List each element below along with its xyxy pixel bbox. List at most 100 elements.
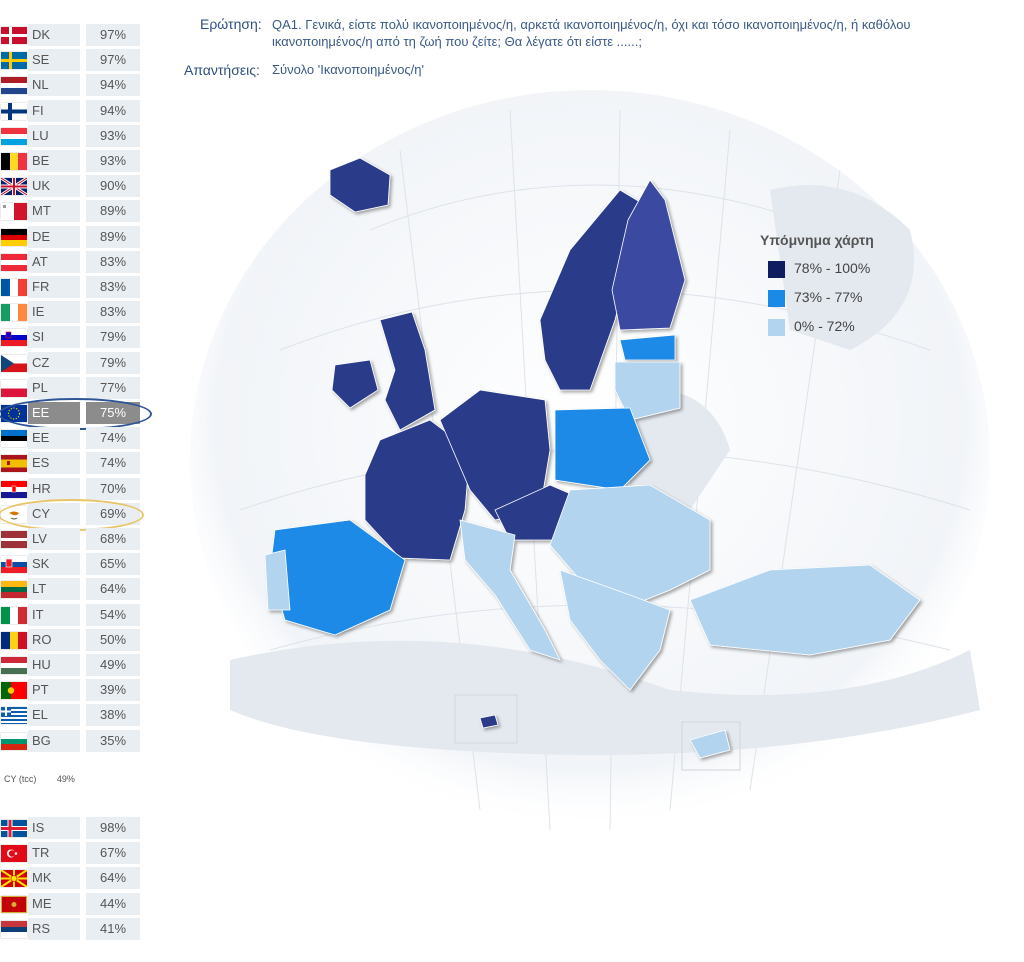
country-code: FI (28, 99, 80, 122)
dk-flag-icon (1, 27, 27, 44)
poland-shape (554, 407, 651, 491)
country-code: IS (28, 817, 80, 839)
answers-label: Απαντήσεις: (184, 62, 260, 78)
country-row-lu: LU 93% (0, 124, 140, 147)
country-row-pt: PT 39% (0, 679, 140, 702)
question-text: QA1. Γενικά, είστε πολύ ικανοποιημένος/η… (272, 17, 911, 49)
country-code: RS (28, 917, 80, 940)
se-flag-icon (1, 52, 27, 70)
country-value: 39% (86, 679, 140, 702)
country-value: 50% (86, 628, 140, 651)
uk-shape (379, 311, 436, 431)
country-value: 67% (86, 842, 140, 865)
country-row-dk: DK 97% (0, 24, 140, 46)
cy-tcc-note: CY (tcc) 49% (4, 774, 93, 784)
country-code: EL (28, 704, 80, 727)
malta-shape (479, 714, 499, 729)
country-code: DK (28, 24, 80, 46)
country-code: MK (28, 867, 80, 890)
country-row-cy: CY 69% (0, 498, 144, 531)
si-flag-icon (1, 329, 27, 347)
tr-flag-icon (1, 845, 27, 863)
es-flag-icon (1, 455, 27, 473)
country-value: 90% (86, 175, 140, 198)
ro-flag-icon (1, 631, 27, 649)
country-code: SE (28, 49, 80, 72)
country-value: 89% (86, 225, 140, 248)
cyprus-inset-box (681, 721, 741, 771)
legend-label-mid: 73% - 77% (794, 289, 863, 305)
country-row-tr: TR 67% (0, 842, 140, 865)
cz-flag-icon (1, 354, 27, 372)
country-row-de: DE 89% (0, 225, 140, 248)
country-code: EE (28, 427, 80, 450)
country-value: 64% (86, 578, 140, 601)
legend-label-low: 0% - 72% (794, 318, 855, 334)
map-legend: Υπόμνημα χάρτη 78% - 100% 73% - 77% 0% -… (756, 232, 926, 345)
country-code: ES (28, 452, 80, 475)
country-row-is: IS 98% (0, 817, 140, 839)
legend-title: Υπόμνημα χάρτη (760, 232, 874, 248)
country-code: PL (28, 376, 80, 399)
country-value: 41% (86, 917, 140, 940)
note-value: 49% (56, 774, 75, 784)
country-value: 89% (86, 200, 140, 223)
legend-swatch-mid (768, 290, 785, 307)
country-row-el: EL 38% (0, 704, 140, 727)
country-row-mt: MT 89% (0, 200, 140, 223)
country-value: 49% (86, 654, 140, 676)
country-row-ie: IE 83% (0, 301, 140, 324)
baltic-lv-lt-shape (614, 361, 681, 421)
country-code: BG (28, 729, 80, 752)
east-europe-shape (549, 484, 711, 611)
question-label: Ερώτηση: (200, 16, 262, 32)
legend-swatch-low (768, 319, 785, 336)
lu-flag-icon (1, 127, 27, 145)
country-value: 98% (86, 817, 140, 839)
cy-flag-icon (1, 505, 27, 523)
country-code: SK (28, 553, 80, 576)
italy-shape (459, 519, 561, 661)
country-code: CZ (28, 351, 80, 374)
country-code: TR (28, 842, 80, 865)
country-code: LT (28, 578, 80, 601)
malta-inset-box (454, 694, 518, 744)
country-code: HR (28, 477, 80, 500)
fi-flag-icon (1, 102, 27, 120)
lv-flag-icon (1, 531, 27, 548)
at-flag-icon (1, 253, 27, 271)
el-flag-icon (1, 707, 27, 725)
non-eu-land (230, 185, 980, 755)
europe-map (190, 90, 990, 831)
de-flag-icon (1, 228, 27, 246)
is-flag-icon (1, 820, 27, 837)
country-row-es: ES 74% (0, 452, 140, 475)
country-row-ro: RO 50% (0, 628, 140, 651)
country-row-lv: LV 68% (0, 528, 140, 550)
country-row-fi: FI 94% (0, 99, 140, 122)
country-value: 68% (86, 528, 140, 550)
legend-item-mid: 73% - 77% (756, 287, 926, 309)
country-value: 75% (86, 402, 140, 424)
hu-flag-icon (1, 657, 27, 674)
country-row-bg: BG 35% (0, 729, 140, 752)
country-code: IT (28, 603, 80, 626)
country-code: IE (28, 301, 80, 324)
country-value: 38% (86, 704, 140, 727)
country-row-cz: CZ 79% (0, 351, 140, 374)
country-row-ee: EE 74% (0, 427, 140, 450)
pt-flag-icon (1, 682, 27, 700)
country-shapes (264, 157, 921, 759)
country-value: 93% (86, 150, 140, 172)
country-value: 74% (86, 427, 140, 450)
ie-flag-icon (1, 304, 27, 322)
country-row-sk: SK 65% (0, 553, 140, 576)
country-value: 83% (86, 301, 140, 324)
country-value: 64% (86, 867, 140, 890)
country-value: 97% (86, 24, 140, 46)
country-code: HU (28, 654, 80, 676)
country-row-lt: LT 64% (0, 578, 140, 601)
sk-flag-icon (1, 556, 27, 574)
country-code: CY (28, 502, 80, 525)
country-row-si: SI 79% (0, 326, 140, 349)
